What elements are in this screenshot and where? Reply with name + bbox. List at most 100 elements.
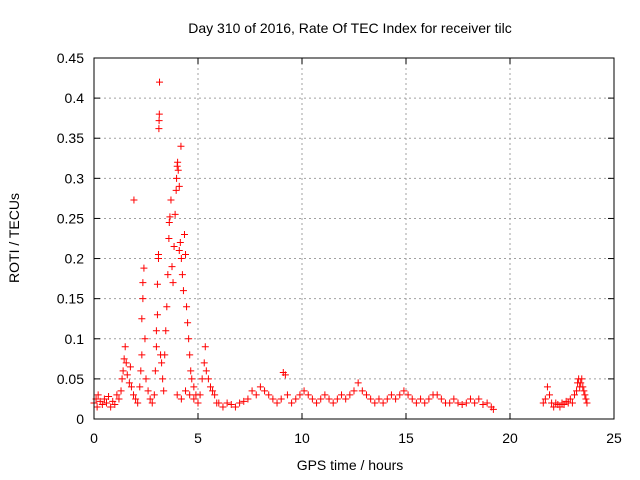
data-point [155, 117, 163, 125]
data-point [140, 264, 148, 272]
data-point [183, 303, 191, 311]
data-point [98, 401, 106, 409]
data-point [236, 399, 244, 407]
x-tick-label: 10 [294, 430, 310, 446]
data-point [117, 387, 125, 395]
data-point [404, 391, 412, 399]
data-point [139, 279, 147, 287]
data-point [313, 399, 321, 407]
data-point [118, 375, 126, 383]
data-point [288, 399, 296, 407]
data-point [150, 391, 158, 399]
data-point [296, 391, 304, 399]
data-point [396, 391, 404, 399]
data-points [90, 78, 591, 413]
data-point [166, 213, 174, 221]
data-point [127, 383, 135, 391]
data-point [556, 403, 564, 411]
data-point [408, 395, 416, 403]
data-point [146, 395, 154, 403]
y-tick-label: 0.3 [65, 170, 85, 186]
data-point [142, 375, 150, 383]
data-point [182, 387, 190, 395]
data-point [573, 387, 581, 395]
data-point [577, 379, 585, 387]
data-point [115, 395, 123, 403]
data-point [178, 271, 186, 279]
data-point [185, 335, 193, 343]
data-point [383, 395, 391, 403]
data-point [154, 251, 162, 259]
data-point [546, 391, 554, 399]
data-point [206, 383, 214, 391]
data-point [446, 399, 454, 407]
axis-ticks [93, 57, 615, 420]
data-point [187, 367, 195, 375]
data-point [325, 395, 333, 403]
y-tick-label: 0.2 [65, 251, 85, 267]
y-axis-title: ROTI / TECUs [6, 193, 22, 283]
data-point [582, 395, 590, 403]
data-point [186, 351, 194, 359]
data-point [479, 401, 487, 409]
y-tick-label: 0.25 [57, 210, 84, 226]
data-point [333, 395, 341, 403]
data-point [354, 379, 362, 387]
data-point [568, 399, 576, 407]
data-point [454, 399, 462, 407]
data-point [177, 395, 185, 403]
data-point [105, 393, 113, 401]
data-point [244, 395, 252, 403]
data-point [304, 391, 312, 399]
y-tick-label: 0 [76, 411, 84, 427]
data-point [179, 287, 187, 295]
data-point [121, 343, 129, 351]
data-point [158, 359, 166, 367]
data-point [223, 399, 231, 407]
data-point [119, 367, 127, 375]
data-point [120, 355, 128, 363]
data-point [138, 351, 146, 359]
data-point [240, 397, 248, 405]
data-point [188, 375, 196, 383]
data-point [265, 391, 273, 399]
data-point [202, 367, 210, 375]
data-point [346, 391, 354, 399]
data-point [126, 363, 134, 371]
data-point [539, 399, 547, 407]
data-point [256, 383, 264, 391]
data-point [93, 403, 101, 411]
data-point [186, 391, 194, 399]
data-point [329, 399, 337, 407]
y-tick-label: 0.1 [65, 331, 85, 347]
y-tick-label: 0.35 [57, 130, 84, 146]
data-point [209, 387, 217, 395]
data-point [94, 391, 102, 399]
data-point [111, 401, 119, 409]
data-point [134, 399, 142, 407]
data-point [175, 247, 183, 255]
data-point [550, 403, 558, 411]
data-point [152, 327, 160, 335]
data-point [321, 391, 329, 399]
data-point [273, 399, 281, 407]
data-point [144, 387, 152, 395]
data-point [153, 311, 161, 319]
data-point [231, 403, 239, 411]
data-point [583, 399, 591, 407]
data-point [387, 391, 395, 399]
data-point [100, 395, 108, 403]
data-point [176, 239, 184, 247]
data-point [102, 399, 110, 407]
data-point [277, 395, 285, 403]
data-point [215, 399, 223, 407]
data-point [190, 383, 198, 391]
data-point [151, 367, 159, 375]
data-point [148, 399, 156, 407]
plot-frame [93, 57, 615, 420]
data-point [130, 391, 138, 399]
x-tick-labels: 0 5 10 15 20 25 [90, 430, 622, 446]
data-point [200, 359, 208, 367]
x-tick-label: 15 [398, 430, 414, 446]
data-point [579, 383, 587, 391]
